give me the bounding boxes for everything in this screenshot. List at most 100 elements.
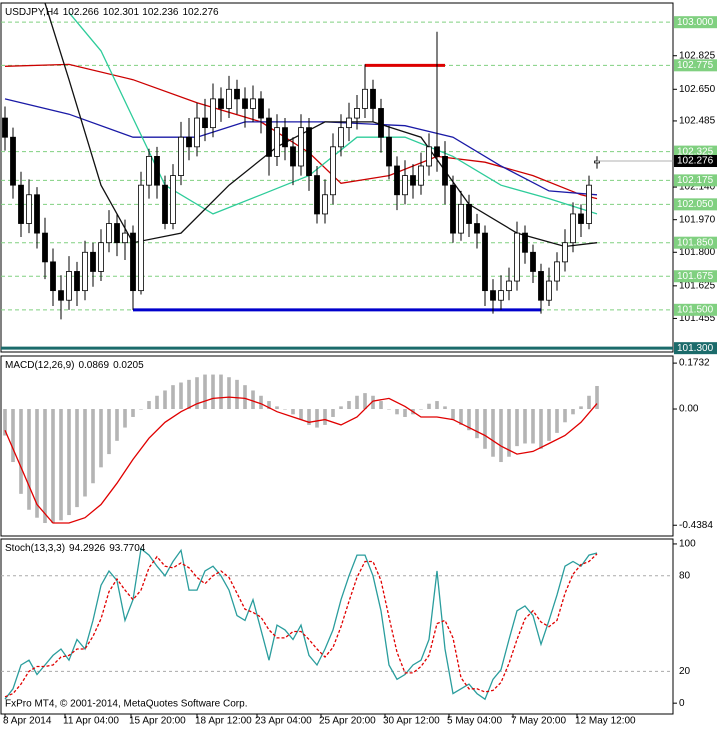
x-tick-label: 12 May 12:00 bbox=[575, 716, 636, 727]
y-tick-label: 102.140 bbox=[679, 182, 716, 193]
y-tick-label: 101.970 bbox=[679, 214, 716, 225]
macd-bar bbox=[147, 401, 151, 410]
y-tick-label: 101.625 bbox=[679, 280, 716, 291]
candle-body bbox=[474, 223, 480, 234]
candle-body bbox=[538, 271, 544, 301]
macd-bar bbox=[387, 409, 391, 410]
last-price-box bbox=[674, 155, 717, 168]
panel-title-part: 102.276 bbox=[182, 7, 219, 18]
candle-body bbox=[122, 232, 128, 244]
macd-bar bbox=[155, 395, 159, 410]
candle-body bbox=[50, 261, 56, 292]
y-tick-label: 100 bbox=[679, 539, 696, 550]
macd-bar bbox=[419, 409, 423, 410]
candle-body bbox=[34, 194, 40, 234]
macd-bar bbox=[523, 409, 527, 444]
macd-bar bbox=[443, 406, 447, 410]
panel-title-part: 93.7704 bbox=[109, 543, 146, 554]
macd-bar bbox=[475, 409, 479, 439]
macd-bar bbox=[587, 395, 591, 410]
macd-bar bbox=[435, 401, 439, 410]
macd-bar bbox=[499, 409, 503, 463]
candle-body bbox=[522, 232, 528, 253]
macd-bar bbox=[171, 385, 175, 410]
x-tick-label: 25 Apr 20:00 bbox=[319, 716, 376, 727]
candle-body bbox=[218, 98, 224, 109]
candle-body bbox=[498, 290, 504, 301]
candle-body bbox=[482, 232, 488, 292]
panel-title: MACD(12,26,9) 0.0869 0.0205 bbox=[5, 360, 144, 371]
panel-title: Stoch(13,3,3) 94.2926 93.7704 bbox=[5, 543, 146, 554]
y-tick-label: 0.1732 bbox=[679, 358, 710, 369]
macd-bar bbox=[579, 406, 583, 410]
macd-bar bbox=[267, 401, 271, 410]
macd-bar bbox=[291, 409, 295, 415]
candle-body bbox=[426, 146, 432, 167]
level-label: 103.000 bbox=[677, 17, 714, 28]
indicator-line bbox=[44, 3, 598, 248]
macd-bar bbox=[531, 409, 535, 444]
level-box bbox=[674, 236, 717, 249]
candle-body bbox=[370, 88, 376, 109]
candle-body bbox=[194, 117, 200, 148]
candle-body bbox=[530, 251, 536, 272]
panel-title-part: 102.266 bbox=[63, 7, 100, 18]
macd-bar bbox=[91, 409, 95, 484]
macd-bar bbox=[27, 409, 31, 510]
candle-body bbox=[578, 213, 584, 224]
level-label: 101.850 bbox=[677, 237, 714, 248]
macd-bar bbox=[507, 409, 511, 457]
level-label: 102.175 bbox=[677, 175, 714, 186]
macd-bar bbox=[251, 390, 255, 410]
candle-body bbox=[58, 290, 64, 301]
macd-bar bbox=[35, 409, 39, 518]
candle-body bbox=[346, 117, 352, 129]
macd-bar bbox=[539, 409, 543, 449]
level-box bbox=[674, 303, 717, 316]
panel-frame bbox=[0, 2, 674, 353]
candle-body bbox=[234, 88, 240, 100]
candle-body bbox=[394, 165, 400, 196]
candle-body bbox=[330, 146, 336, 196]
macd-bar bbox=[163, 390, 167, 410]
macd-bar bbox=[195, 377, 199, 410]
macd-bar bbox=[595, 385, 599, 410]
macd-bar bbox=[51, 409, 55, 524]
indicator-line bbox=[4, 63, 598, 200]
candle-body bbox=[554, 261, 560, 282]
candle-body bbox=[386, 136, 392, 167]
x-tick-label: 18 Apr 12:00 bbox=[195, 716, 252, 727]
candle-body bbox=[250, 98, 256, 109]
candle-body bbox=[266, 117, 272, 157]
panel-title-part: 0.0205 bbox=[113, 360, 144, 371]
candle-body bbox=[322, 194, 328, 215]
y-tick-label: 102.650 bbox=[679, 84, 716, 95]
y-tick-label: 102.825 bbox=[679, 50, 716, 61]
macd-bar bbox=[259, 395, 263, 410]
macd-bar bbox=[283, 409, 287, 410]
x-tick-label: 5 May 04:00 bbox=[447, 716, 502, 727]
macd-bar bbox=[179, 382, 183, 410]
level-label: 101.300 bbox=[677, 343, 714, 354]
macd-bar bbox=[235, 379, 239, 410]
candle-body bbox=[274, 127, 280, 157]
candle-body bbox=[458, 203, 464, 234]
macd-bar bbox=[483, 409, 487, 449]
indicator-line bbox=[4, 553, 598, 698]
candle-body bbox=[450, 184, 456, 234]
x-tick-label: 15 Apr 20:00 bbox=[129, 716, 186, 727]
macd-bar bbox=[339, 406, 343, 410]
candle-body bbox=[378, 108, 384, 138]
candle-body bbox=[106, 223, 112, 244]
candle-body bbox=[226, 88, 232, 109]
candle-body bbox=[570, 213, 576, 244]
indicator-line bbox=[4, 396, 598, 524]
candle-body bbox=[314, 175, 320, 215]
y-tick-label: 101.800 bbox=[679, 247, 716, 258]
macd-bar bbox=[75, 409, 79, 508]
candle-body bbox=[402, 175, 408, 196]
candle-body bbox=[162, 184, 168, 224]
panel-title-part: Stoch(13,3,3) bbox=[5, 543, 65, 554]
